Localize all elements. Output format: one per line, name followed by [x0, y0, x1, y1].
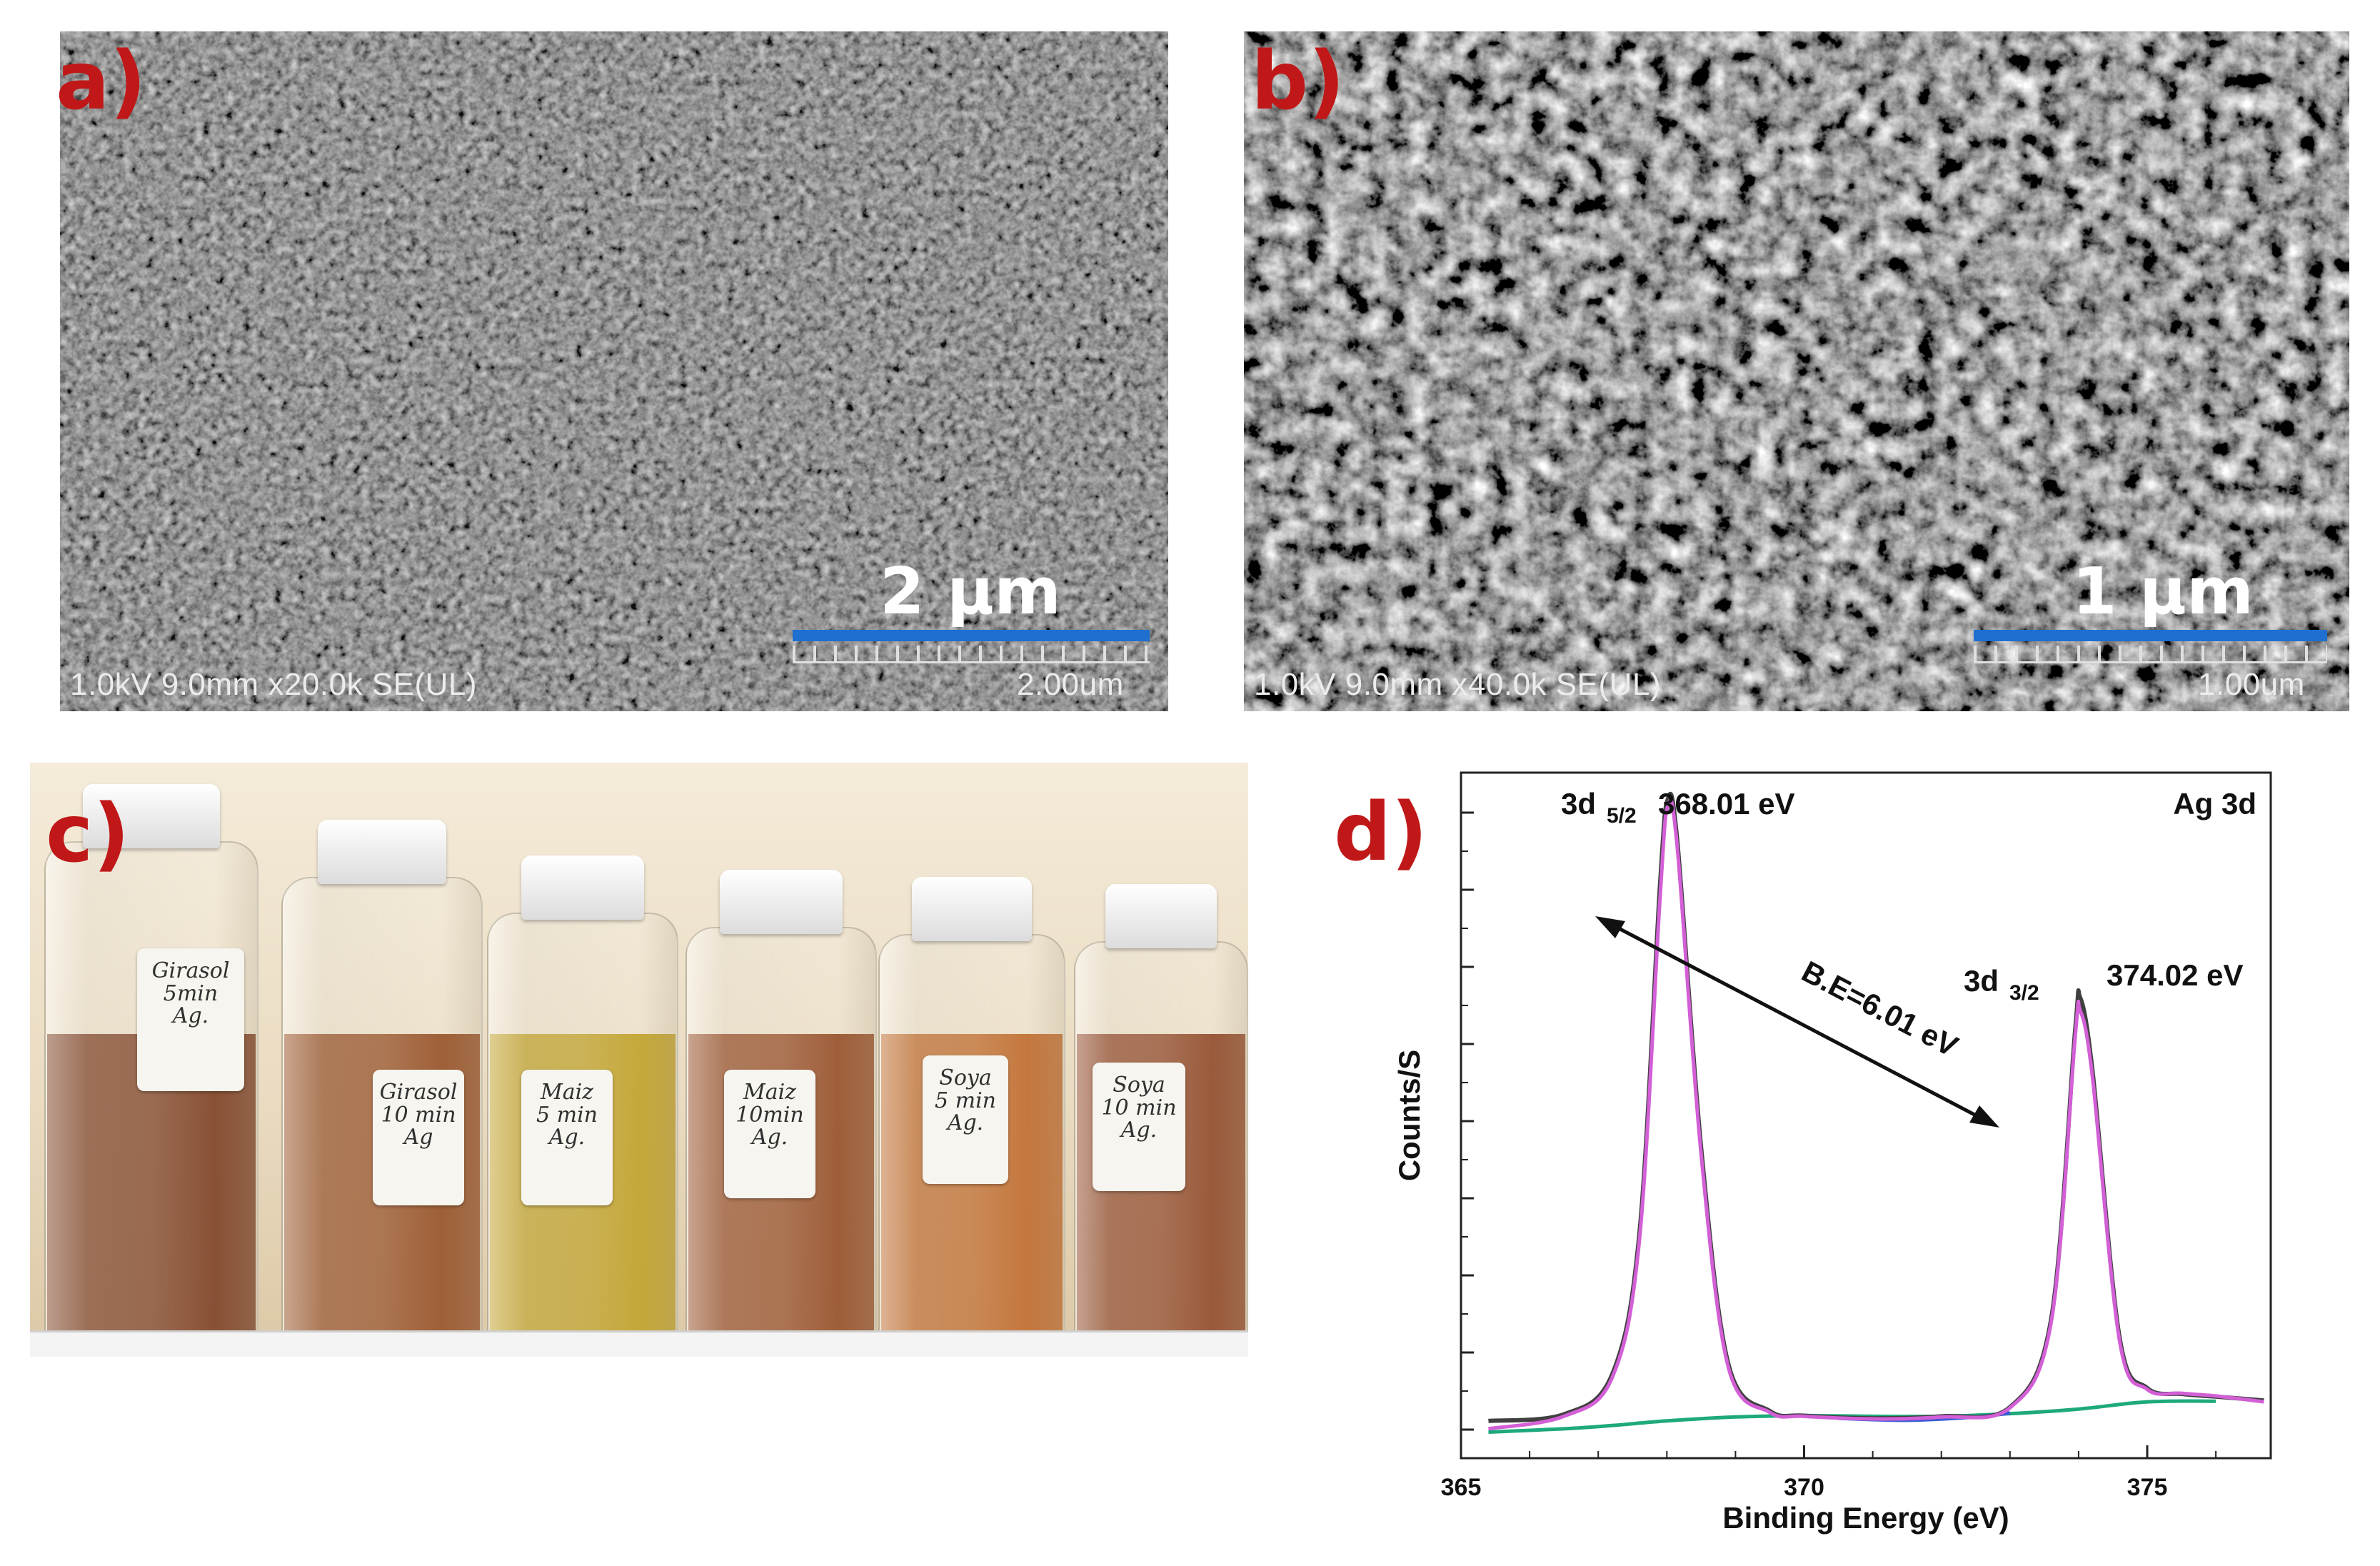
vial-cap [1105, 884, 1217, 948]
vial-label-line2: 10min [735, 1102, 804, 1128]
y-axis-label: Counts/S [1392, 1050, 1426, 1181]
scale-ticks [1974, 646, 2327, 663]
vial-label: Soya 10 min Ag. [1093, 1063, 1185, 1191]
vial-label: Soya 5 min Ag. [923, 1055, 1008, 1184]
scale-ticks [793, 646, 1150, 663]
vial-label: Maiz 5 min Ag. [521, 1070, 613, 1205]
scale-label-large: 1 µm [2072, 554, 2254, 629]
x-axis-label: Binding Energy (eV) [1722, 1501, 2009, 1535]
vial-label: Girasol 10 min Ag [373, 1070, 464, 1205]
vial-label-line2: 5 min [935, 1088, 996, 1113]
vial-caps-bottom [30, 1330, 1248, 1357]
scale-label-large: 2 µm [880, 554, 1061, 629]
series-line [1488, 798, 2264, 1431]
peak1-sub: 5/2 [1607, 804, 1637, 828]
sem-texture-b [1244, 31, 2349, 711]
vial-label-line1: Girasol [151, 958, 230, 983]
panel-c-vials-photo: Girasol 5min Ag. Girasol 10 min Ag Maiz 5 min Ag… [30, 763, 1248, 1357]
peak2-sub: 3/2 [2009, 981, 2039, 1005]
vial-label-line1: Maiz [743, 1080, 796, 1105]
vial-label-line2: 5 min [536, 1102, 598, 1128]
series-layer [1488, 791, 2264, 1434]
vial-label-line2: 10 min [1101, 1095, 1177, 1120]
scale-label-small: 1.00um [2198, 667, 2305, 702]
sem-info-text: 1.0kV 9.0mm x20.0k SE(UL) [70, 667, 478, 702]
panel-letter-d: d) [1334, 786, 1428, 879]
vial-label-line2: 5min [163, 980, 219, 1006]
vial-label-line3: Ag. [751, 1125, 788, 1150]
scale-bar [1974, 630, 2327, 641]
vial-label-line1: Soya [1113, 1073, 1165, 1098]
scale-label-small: 2.00um [1017, 667, 1124, 702]
panel-a-sem-image: 2 µm 1.0kV 9.0mm x20.0k SE(UL) 2.00um [60, 31, 1168, 711]
vial-label: Maiz 10min Ag. [724, 1070, 815, 1198]
vial-cap [720, 870, 843, 934]
chart-title: Ag 3d [2173, 787, 2256, 820]
panel-letter-a: a) [56, 35, 146, 128]
peak1-value-label: 368.01 eV [1658, 787, 1795, 820]
peak1-label: 3d [1561, 787, 1596, 820]
arrow-label: B.E=6.01 eV [1797, 954, 1964, 1063]
axis-ticks: 365 370 375 [1441, 811, 2217, 1501]
scale-bar [793, 630, 1150, 641]
vial-label-line3: Ag. [172, 1003, 209, 1028]
plot-frame [1460, 771, 2272, 1460]
x-tick-label: 370 [1784, 1474, 1824, 1501]
panel-d-xps-plot: 365 370 375 Binding Energy (eV) Counts/S A… [1307, 743, 2364, 1564]
vial-label-line3: Ag. [548, 1125, 586, 1150]
binding-energy-arrow [1595, 916, 1999, 1128]
series-line [1488, 791, 2264, 1423]
vial-label-line2: 10 min [381, 1102, 456, 1128]
x-tick-label: 365 [1441, 1474, 1482, 1501]
panel-letter-b: b) [1251, 35, 1345, 128]
vial-label-line1: Maiz [540, 1080, 593, 1105]
sem-info-text: 1.0kV 9.0mm x40.0k SE(UL) [1254, 667, 1662, 702]
peak2-label: 3d [1964, 964, 1999, 998]
panel-b-sem-image: 1 µm 1.0kV 9.0mm x40.0k SE(UL) 1.00um [1244, 31, 2349, 711]
peak2-value-label: 374.02 eV [2107, 958, 2244, 992]
vial-label-line1: Soya [939, 1065, 992, 1090]
vial [1074, 884, 1248, 1357]
vial-glass [44, 841, 258, 1357]
x-tick-label: 375 [2127, 1474, 2168, 1501]
vial-label-line3: Ag. [947, 1110, 984, 1135]
vial-cap [912, 877, 1032, 941]
xps-chart: 365 370 375 Binding Energy (eV) Counts/S A… [1392, 771, 2272, 1535]
vial-label-line3: Ag [403, 1125, 433, 1150]
vial-label-line3: Ag. [1120, 1118, 1158, 1143]
vial-cap [317, 820, 447, 884]
vial-cap [521, 855, 644, 920]
vial-cap [83, 784, 220, 848]
vial-label-line1: Girasol [379, 1080, 458, 1105]
sem-texture-a [60, 31, 1168, 711]
panel-letter-c: c) [46, 788, 130, 880]
vial-label: Girasol 5min Ag. [137, 948, 244, 1091]
